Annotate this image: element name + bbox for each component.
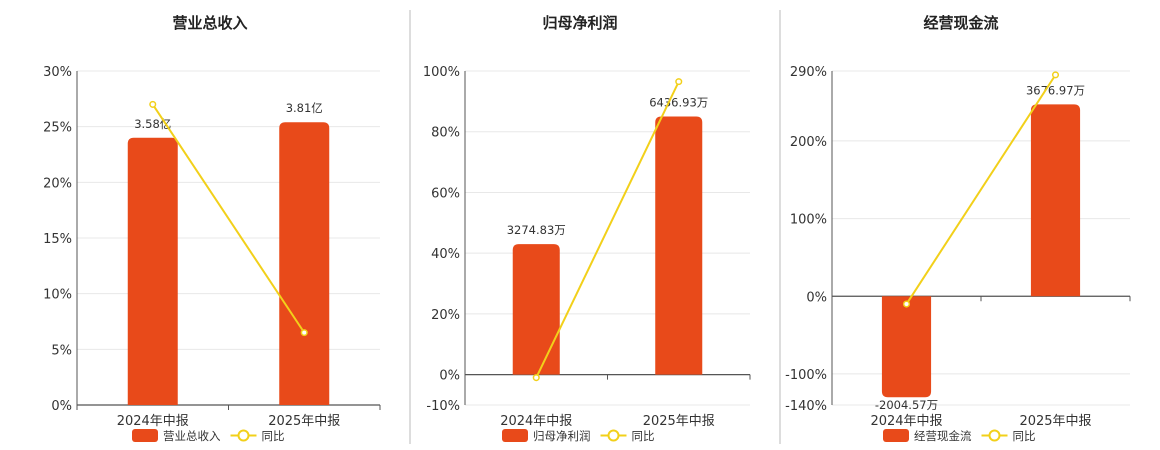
legend-line-marker xyxy=(990,431,1000,441)
bar-1[interactable] xyxy=(128,138,178,405)
chart-title: 经营现金流 xyxy=(923,14,998,32)
yoy-point-2[interactable] xyxy=(301,330,307,336)
yoy-point-2[interactable] xyxy=(1053,72,1059,78)
x-category-label: 2025年中报 xyxy=(643,414,715,429)
legend-line-marker xyxy=(239,431,249,441)
yoy-point-1[interactable] xyxy=(904,301,910,307)
y-tick-label: 25% xyxy=(43,121,72,136)
y-tick-label: 60% xyxy=(431,186,460,201)
chart-panel-3: 经营现金流 -140% -100% 0% 100% 200% 290% 2024年中报 -200… xyxy=(785,14,1130,443)
y-tick-label: 100% xyxy=(423,65,460,80)
chart-title: 营业总收入 xyxy=(172,14,247,32)
bar-2[interactable] xyxy=(1031,104,1080,296)
x-category-label: 2025年中报 xyxy=(1019,414,1091,429)
legend-line-label: 同比 xyxy=(632,429,655,443)
y-tick-label: 30% xyxy=(43,65,72,80)
bar-1[interactable] xyxy=(513,244,560,375)
x-category-label: 2024年中报 xyxy=(117,414,189,429)
x-category-label: 2025年中报 xyxy=(268,414,340,429)
chart-panel-2: 归母净利润 -10% 0% 20% 40% 60% 80% 100% 2024年中报 3274.8… xyxy=(423,14,750,443)
legend-line-label: 同比 xyxy=(262,429,285,443)
legend-bar-label: 经营现金流 xyxy=(914,429,972,443)
bar-2[interactable] xyxy=(279,122,329,405)
legend-bar-swatch xyxy=(132,429,158,442)
y-tick-label: 40% xyxy=(431,247,460,262)
bar-2[interactable] xyxy=(655,117,702,375)
y-tick-label: 200% xyxy=(790,135,827,150)
yoy-point-1[interactable] xyxy=(150,102,156,108)
legend: 经营现金流 同比 xyxy=(883,429,1036,443)
bar-1[interactable] xyxy=(882,296,931,397)
y-tick-label: 0% xyxy=(51,399,72,414)
y-tick-label: 80% xyxy=(431,126,460,141)
yoy-point-2[interactable] xyxy=(676,79,682,85)
legend-bar-swatch xyxy=(502,429,528,442)
y-tick-label: 10% xyxy=(43,288,72,303)
legend-line-label: 同比 xyxy=(1013,429,1036,443)
x-category-label: 2024年中报 xyxy=(870,414,942,429)
y-tick-label: 20% xyxy=(43,176,72,191)
chart-panel-1: 营业总收入0%5%10%15%20%25%30%2024年中报3.58亿2025… xyxy=(43,14,380,443)
bar-value-label: 3274.83万 xyxy=(507,223,566,237)
y-tick-label: 290% xyxy=(790,65,827,80)
legend: 营业总收入 同比 xyxy=(132,429,285,443)
y-tick-label: 100% xyxy=(790,213,827,228)
legend: 归母净利润 同比 xyxy=(502,429,655,443)
legend-bar-label: 归母净利润 xyxy=(533,429,591,443)
y-tick-label: 5% xyxy=(51,343,72,358)
legend-line-marker xyxy=(609,431,619,441)
y-tick-label: -140% xyxy=(785,399,827,414)
legend-bar-swatch xyxy=(883,429,909,442)
x-category-label: 2024年中报 xyxy=(500,414,572,429)
bar-value-label: 3.81亿 xyxy=(286,101,323,115)
y-tick-label: 20% xyxy=(431,308,460,323)
yoy-point-1[interactable] xyxy=(533,375,539,381)
bar-value-label: 3676.97万 xyxy=(1026,83,1085,97)
bar-value-label: 6436.93万 xyxy=(649,96,708,110)
bar-value-label: -2004.57万 xyxy=(875,398,938,412)
y-tick-label: 0% xyxy=(806,290,827,305)
y-tick-label: -10% xyxy=(426,399,460,414)
legend-bar-label: 营业总收入 xyxy=(163,429,221,443)
y-tick-label: -100% xyxy=(785,368,827,383)
y-tick-label: 0% xyxy=(439,369,460,384)
y-tick-label: 15% xyxy=(43,232,72,247)
chart-title: 归母净利润 xyxy=(542,14,617,32)
